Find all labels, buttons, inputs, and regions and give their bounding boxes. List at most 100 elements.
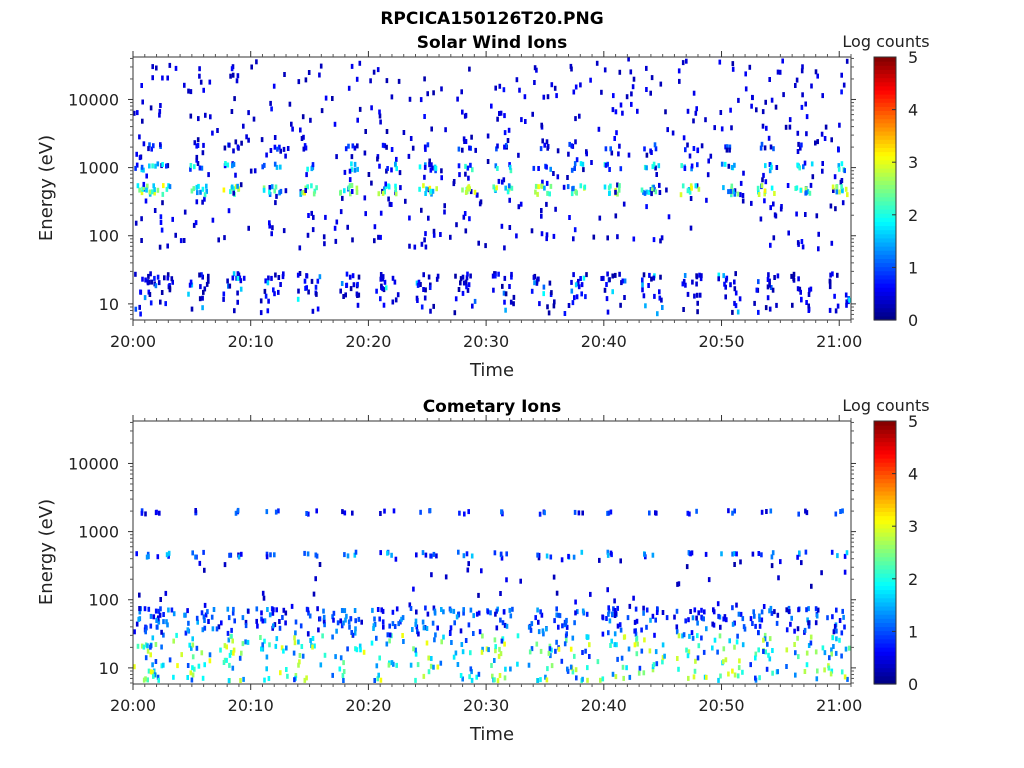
heatmap-cell	[800, 142, 803, 148]
heatmap-cell	[282, 648, 285, 654]
heatmap-cell	[432, 664, 435, 670]
heatmap-cell	[821, 93, 824, 99]
heatmap-cell	[616, 234, 619, 240]
heatmap-cell	[480, 649, 484, 655]
heatmap-cell	[571, 669, 575, 675]
heatmap-cell	[719, 624, 722, 630]
heatmap-cell	[299, 127, 302, 133]
heatmap-cell	[843, 624, 846, 630]
heatmap-cell	[579, 276, 582, 281]
heatmap-cell	[165, 163, 168, 169]
heatmap-cell	[574, 667, 578, 673]
heatmap-cell	[219, 647, 222, 653]
heatmap-cell	[404, 198, 407, 204]
heatmap-cell	[758, 623, 762, 629]
heatmap-cell	[537, 629, 541, 635]
heatmap-cell	[239, 278, 243, 284]
heatmap-cell	[632, 595, 635, 601]
heatmap-cell	[305, 285, 308, 291]
heatmap-cell	[353, 630, 357, 636]
heatmap-cell	[477, 610, 481, 616]
heatmap-cell	[730, 165, 734, 170]
heatmap-cell	[312, 214, 315, 220]
heatmap-cell	[315, 553, 319, 559]
heatmap-cell	[805, 650, 809, 656]
heatmap-cell	[536, 607, 539, 613]
heatmap-cell	[706, 172, 710, 178]
heatmap-cell	[700, 614, 703, 620]
heatmap-cell	[428, 162, 431, 168]
heatmap-cell	[350, 167, 354, 173]
heatmap-cell	[729, 188, 733, 194]
heatmap-cell	[268, 223, 271, 229]
heatmap-cell	[481, 646, 484, 652]
heatmap-cell	[724, 144, 727, 150]
heatmap-cell	[821, 161, 824, 166]
heatmap-cell	[168, 285, 172, 291]
x-ticks: 20:00 20:10 20:20 20:30 20:40 20:50 21:00	[110, 51, 862, 351]
heatmap-cell	[187, 291, 190, 297]
heatmap-cell	[537, 276, 540, 282]
heatmap-cell	[637, 670, 641, 676]
heatmap-cell	[592, 234, 596, 240]
heatmap-cell	[542, 291, 545, 297]
heatmap-cell	[757, 630, 760, 636]
heatmap-cell	[223, 643, 227, 649]
heatmap-cell	[633, 619, 637, 625]
heatmap-cell	[436, 273, 440, 279]
heatmap-cell	[381, 190, 385, 196]
heatmap-cell	[320, 108, 324, 114]
heatmap-cell	[722, 273, 725, 279]
heatmap-cell	[394, 191, 398, 197]
heatmap-cell	[261, 590, 265, 596]
heatmap-cell	[797, 141, 800, 147]
heatmap-cell	[195, 645, 199, 651]
heatmap-cell	[608, 277, 611, 283]
heatmap-cell	[727, 163, 731, 169]
heatmap-cell	[790, 615, 793, 621]
heatmap-cell	[837, 147, 840, 153]
heatmap-cell	[144, 676, 147, 682]
heatmap-cell	[192, 186, 196, 192]
heatmap-cell	[294, 630, 297, 636]
heatmap-cell	[614, 213, 618, 219]
heatmap-cell	[394, 161, 397, 167]
heatmap-cell	[606, 587, 609, 593]
heatmap-cell	[233, 96, 236, 102]
heatmap-cell	[385, 168, 388, 174]
heatmap-cell	[756, 185, 760, 191]
heatmap-cell	[810, 83, 813, 89]
heatmap-cell	[241, 641, 245, 647]
heatmap-cell	[207, 172, 210, 178]
heatmap-cell	[611, 107, 615, 113]
heatmap-cell	[731, 668, 734, 674]
heatmap-cell	[499, 617, 502, 623]
heatmap-cell	[758, 613, 761, 619]
heatmap-cell	[788, 124, 792, 130]
heatmap-cell	[808, 287, 811, 293]
heatmap-cell	[676, 581, 679, 587]
heatmap-cell	[736, 673, 740, 679]
heatmap-cell	[539, 609, 542, 615]
heatmap-cell	[396, 292, 400, 298]
heatmap-cell	[409, 136, 413, 141]
heatmap-cell	[263, 618, 267, 624]
heatmap-cell	[203, 625, 207, 631]
heatmap-cell	[832, 644, 835, 649]
heatmap-cell	[416, 298, 419, 303]
heatmap-cell	[284, 153, 287, 159]
heatmap-cell	[648, 272, 651, 278]
heatmap-cell	[751, 95, 754, 101]
heatmap-cell	[803, 160, 807, 166]
heatmap-cell	[462, 280, 466, 286]
heatmap-cell	[768, 636, 772, 642]
heatmap-cell	[138, 609, 142, 615]
heatmap-cell	[733, 279, 736, 285]
heatmap-cell	[138, 606, 141, 611]
heatmap-cell	[208, 652, 212, 658]
heatmap-cell	[773, 191, 776, 196]
heatmap-cell	[316, 306, 320, 312]
heatmap-cell	[469, 273, 472, 279]
heatmap-cell	[201, 295, 204, 301]
